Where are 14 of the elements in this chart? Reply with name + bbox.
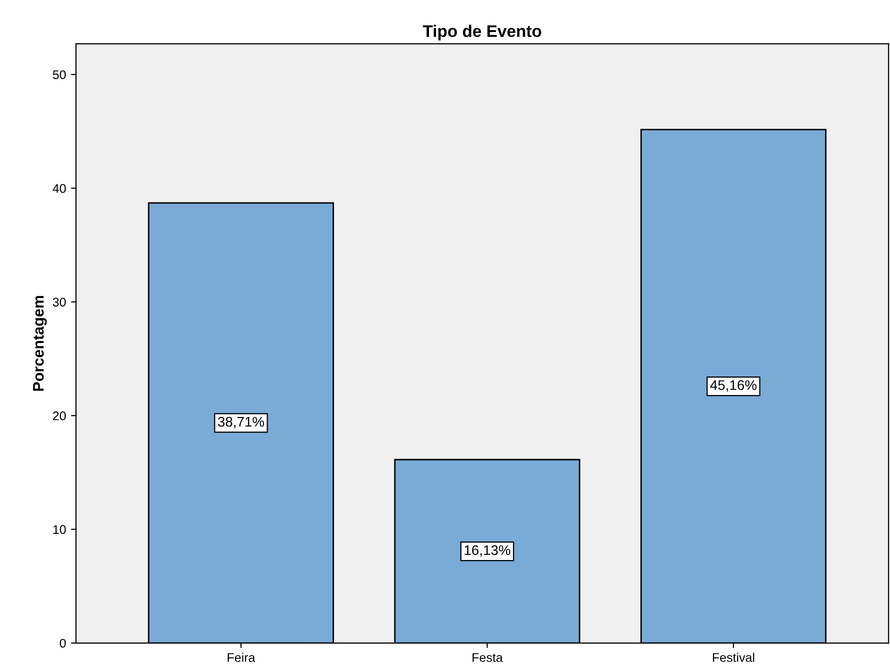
chart-title: Tipo de Evento	[422, 24, 542, 40]
x-tick-label: Feira	[228, 652, 256, 662]
y-tick-label: 30	[52, 298, 66, 307]
x-tick-label: Festival	[712, 652, 754, 662]
data-label: 16,13%	[464, 545, 510, 557]
data-label: 45,16%	[710, 380, 757, 392]
y-tick-label: 40	[52, 184, 66, 193]
y-tick-label: 20	[53, 411, 66, 420]
y-axis-title: Porcentagem	[33, 296, 47, 391]
y-tick-label: 10	[53, 525, 66, 534]
y-tick-label: 0	[60, 638, 66, 648]
x-tick-label: Festa	[472, 653, 503, 662]
data-label: 38,71%	[218, 416, 264, 428]
y-tick-label: 50	[52, 70, 66, 80]
